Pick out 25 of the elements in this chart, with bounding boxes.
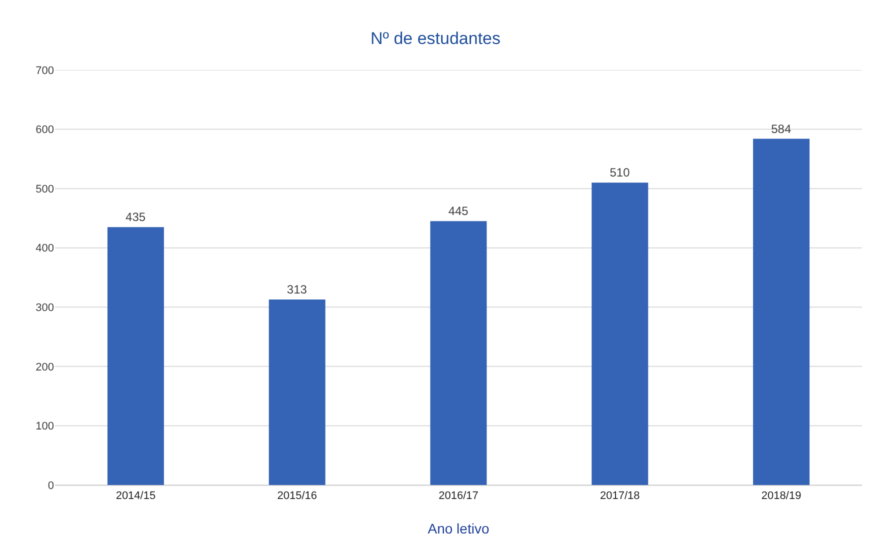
bar [430,221,487,485]
chart-title: Nº de estudantes [370,28,501,48]
data-label: 435 [126,210,146,224]
y-tick-label: 400 [36,242,54,255]
x-tick-label: 2014/15 [116,490,156,502]
y-tick-label: 100 [36,420,54,433]
data-label: 445 [448,204,469,218]
data-label: 313 [286,282,308,296]
bar [753,138,810,485]
y-tick-label: 0 [48,480,54,492]
bar [268,299,326,485]
x-tick-label: 2017/18 [600,490,640,502]
y-tick-label: 600 [36,124,54,136]
data-label: 510 [610,166,630,180]
x-axis-title: Ano letivo [428,520,490,536]
bar [107,227,164,485]
x-tick-label: 2015/16 [277,490,317,502]
bar [592,182,648,485]
y-tick-label: 300 [36,302,54,314]
y-tick-label: 200 [36,361,54,374]
x-tick-label: 2016/17 [438,490,478,502]
y-tick-label: 500 [36,183,54,196]
data-label: 584 [771,122,792,136]
y-tick-label: 700 [36,64,54,77]
x-tick-label: 2018/19 [761,490,802,502]
